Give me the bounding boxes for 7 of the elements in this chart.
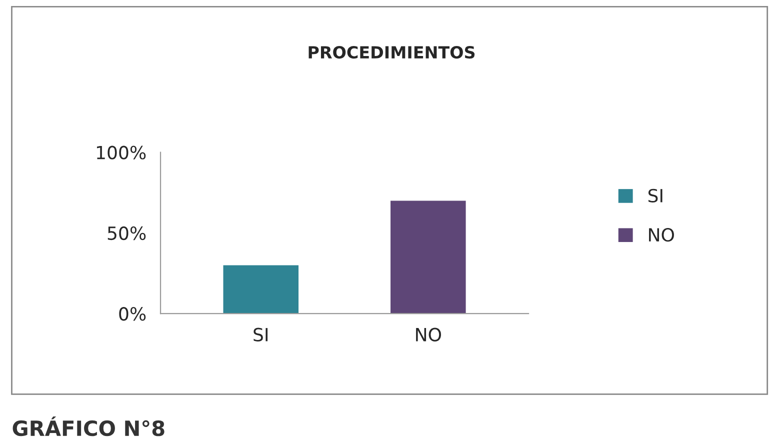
y-tick-label: 100% xyxy=(96,146,146,160)
chart-title: PROCEDIMIENTOS xyxy=(308,46,475,59)
y-tick-label: 0% xyxy=(119,307,146,321)
legend-label: SI xyxy=(648,188,662,202)
legend-label: NO xyxy=(649,228,674,242)
text: GRÁFICO N°8 xyxy=(12,416,164,436)
y-tick-label: 50% xyxy=(108,226,146,240)
